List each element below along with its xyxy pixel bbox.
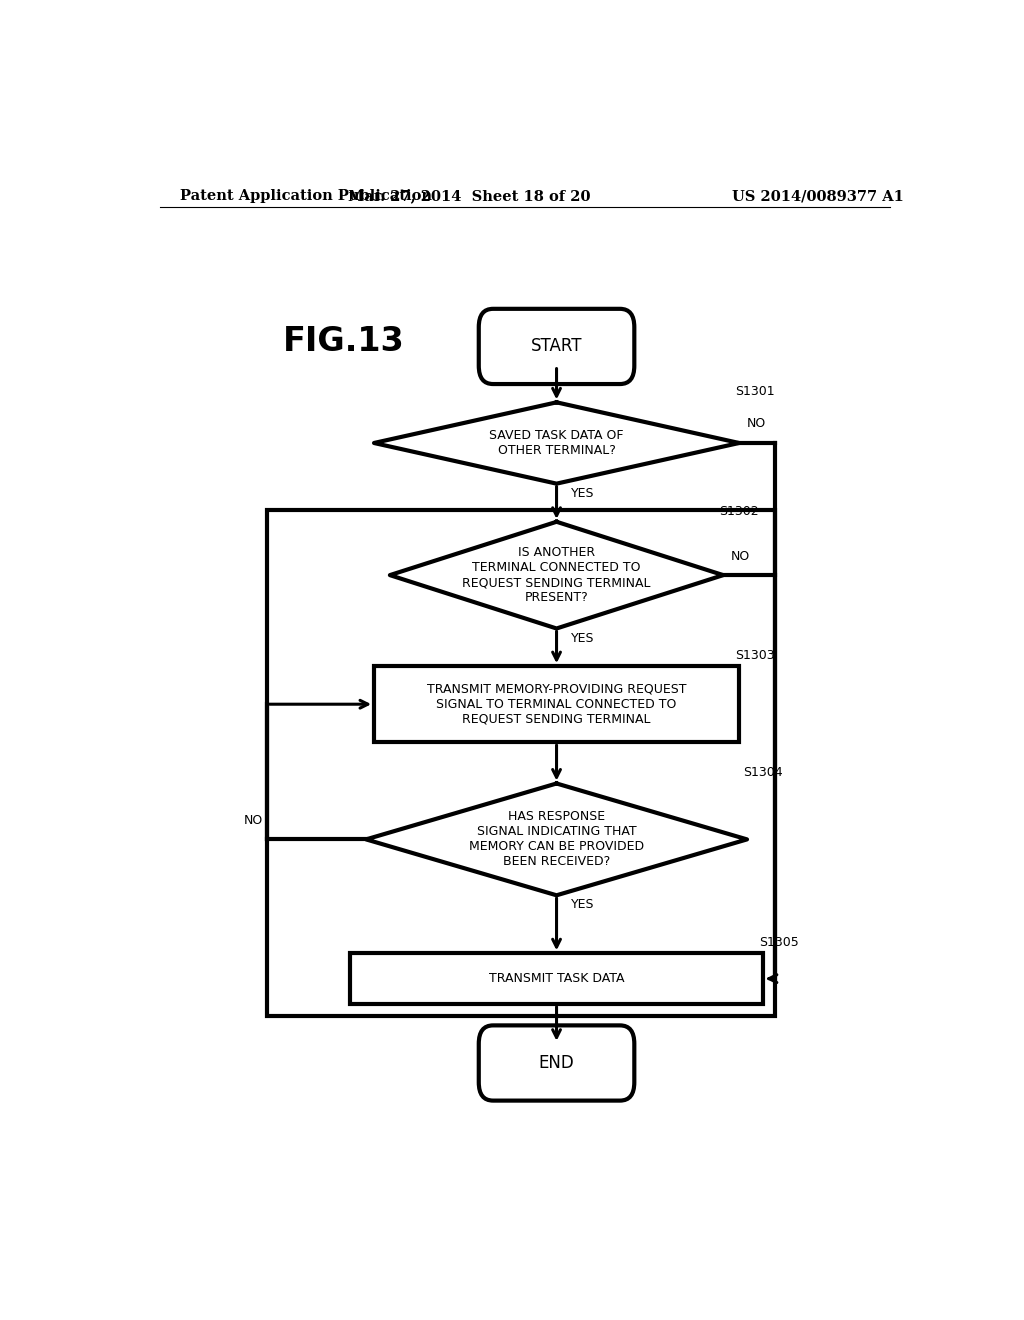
Text: S1302: S1302: [719, 504, 759, 517]
Text: NO: NO: [731, 550, 751, 562]
Text: Patent Application Publication: Patent Application Publication: [179, 189, 431, 203]
Bar: [267, 510, 775, 1016]
Text: S1305: S1305: [759, 936, 799, 949]
Text: NO: NO: [244, 814, 263, 828]
Text: YES: YES: [570, 899, 594, 911]
FancyBboxPatch shape: [479, 309, 634, 384]
Polygon shape: [367, 784, 748, 895]
FancyBboxPatch shape: [479, 1026, 634, 1101]
Text: IS ANOTHER
TERMINAL CONNECTED TO
REQUEST SENDING TERMINAL
PRESENT?: IS ANOTHER TERMINAL CONNECTED TO REQUEST…: [462, 546, 651, 605]
Text: US 2014/0089377 A1: US 2014/0089377 A1: [732, 189, 904, 203]
Text: HAS RESPONSE
SIGNAL INDICATING THAT
MEMORY CAN BE PROVIDED
BEEN RECEIVED?: HAS RESPONSE SIGNAL INDICATING THAT MEMO…: [469, 810, 644, 869]
Text: S1301: S1301: [735, 385, 775, 399]
Text: Mar. 27, 2014  Sheet 18 of 20: Mar. 27, 2014 Sheet 18 of 20: [348, 189, 591, 203]
Text: TRANSMIT MEMORY-PROVIDING REQUEST
SIGNAL TO TERMINAL CONNECTED TO
REQUEST SENDIN: TRANSMIT MEMORY-PROVIDING REQUEST SIGNAL…: [427, 682, 686, 726]
Text: NO: NO: [748, 417, 766, 430]
Text: START: START: [530, 338, 583, 355]
Text: FIG.13: FIG.13: [283, 325, 404, 358]
Polygon shape: [390, 521, 723, 628]
Text: END: END: [539, 1053, 574, 1072]
Text: SAVED TASK DATA OF
OTHER TERMINAL?: SAVED TASK DATA OF OTHER TERMINAL?: [489, 429, 624, 457]
Text: YES: YES: [570, 631, 594, 644]
Polygon shape: [374, 403, 739, 483]
Text: S1304: S1304: [743, 767, 782, 779]
Text: TRANSMIT TASK DATA: TRANSMIT TASK DATA: [488, 972, 625, 985]
Text: YES: YES: [570, 487, 594, 500]
Bar: [374, 667, 739, 742]
Bar: [350, 953, 763, 1005]
Text: S1303: S1303: [735, 649, 775, 663]
